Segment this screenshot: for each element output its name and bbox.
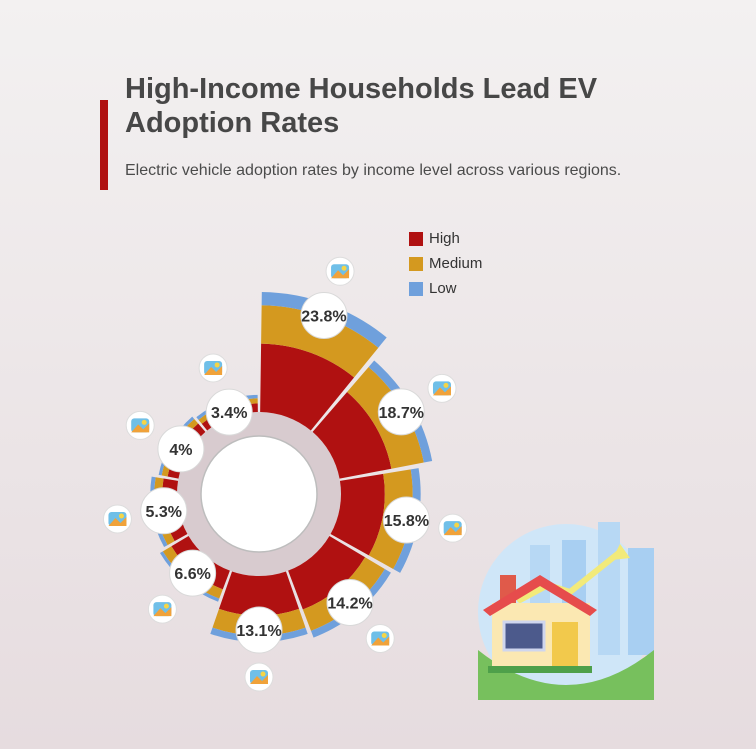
center-hole xyxy=(200,435,318,553)
inner-ring xyxy=(177,412,341,576)
legend-label-high: High xyxy=(429,230,460,247)
legend-item-medium: Medium xyxy=(409,251,482,276)
label-bubble xyxy=(235,606,283,654)
lake-landscape-icon xyxy=(198,353,228,383)
bar-segment-low xyxy=(196,394,258,420)
data-label: 4% xyxy=(169,442,192,459)
legend-swatch-medium xyxy=(409,256,423,271)
legend-label-medium: Medium xyxy=(429,255,483,272)
desert-mesa-icon xyxy=(244,662,274,692)
beach-sunset-icon xyxy=(325,256,355,286)
bar-segment-low xyxy=(210,627,308,643)
data-label: 14.2% xyxy=(327,595,372,612)
chart-title: High-Income Households Lead EV Adoption … xyxy=(125,73,598,139)
bar-segment-low xyxy=(393,468,421,573)
bar-segment-medium xyxy=(261,305,379,378)
green-fields-icon xyxy=(147,594,177,624)
legend-swatch-high xyxy=(409,231,423,246)
house-growth-icon xyxy=(478,522,654,700)
bar-segment-high xyxy=(330,473,385,556)
legend-item-low: Low xyxy=(409,276,482,301)
state-map-icon xyxy=(438,513,468,543)
data-label: 6.6% xyxy=(174,566,210,583)
label-bubble xyxy=(157,425,205,473)
legend-item-high: High xyxy=(409,226,482,251)
chart-subtitle: Electric vehicle adoption rates by incom… xyxy=(125,162,622,179)
data-label: 5.3% xyxy=(146,504,182,521)
label-bubble xyxy=(300,291,348,339)
map-pin-landscape-icon xyxy=(427,373,457,403)
bar-segment-high xyxy=(218,571,300,616)
legend-label-low: Low xyxy=(429,280,457,297)
data-label: 3.4% xyxy=(211,405,247,422)
bar-segment-low xyxy=(368,360,433,463)
bar-segment-low xyxy=(158,416,195,476)
bar-segment-low xyxy=(311,568,391,638)
georgia-flag-icon xyxy=(125,410,155,440)
texas-pin-icon xyxy=(102,504,132,534)
legend-swatch-low xyxy=(409,281,423,296)
label-bubble xyxy=(377,388,425,436)
bar-segment-low xyxy=(261,292,387,348)
bar-segment-high xyxy=(288,535,366,610)
data-label: 13.1% xyxy=(236,623,281,640)
house-flood-icon xyxy=(365,623,395,653)
label-bubble xyxy=(140,487,188,535)
bar-segment-low xyxy=(159,551,220,602)
data-label: 15.8% xyxy=(384,513,429,530)
bar-segment-high xyxy=(312,391,392,479)
legend: High Medium Low xyxy=(409,226,482,301)
label-bubble xyxy=(205,388,253,436)
data-label: 23.8% xyxy=(301,308,346,325)
title-accent-bar xyxy=(100,100,108,190)
bar-segment-high xyxy=(260,343,355,431)
label-bubble xyxy=(326,578,374,626)
data-label: 18.7% xyxy=(379,405,424,422)
bar-group xyxy=(260,292,387,431)
label-bubble xyxy=(382,496,430,544)
label-bubble xyxy=(169,549,217,597)
